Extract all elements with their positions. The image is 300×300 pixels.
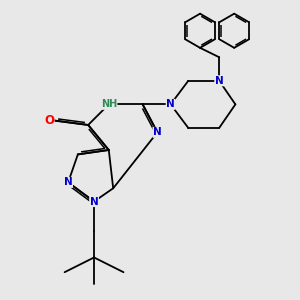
Text: N: N	[153, 127, 162, 137]
Text: O: O	[44, 114, 54, 127]
Text: NH: NH	[101, 99, 117, 110]
Text: N: N	[215, 76, 224, 86]
Text: N: N	[64, 177, 73, 188]
Text: N: N	[90, 196, 98, 206]
Text: N: N	[166, 99, 175, 110]
